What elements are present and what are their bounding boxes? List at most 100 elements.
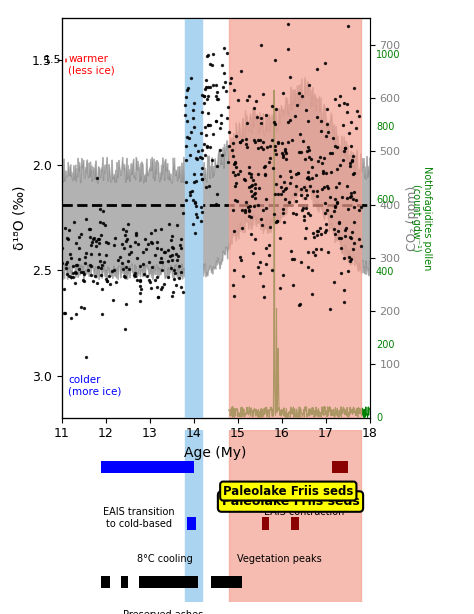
Point <box>261 169 268 179</box>
Point <box>308 265 316 275</box>
Point <box>292 169 300 179</box>
Point <box>341 231 348 241</box>
Point <box>350 84 358 93</box>
Point <box>305 172 312 182</box>
Point <box>89 276 96 286</box>
Point <box>277 189 284 199</box>
Point <box>196 152 204 161</box>
Point <box>62 309 69 319</box>
Point <box>304 142 311 152</box>
Point <box>302 185 310 195</box>
Point <box>161 247 168 257</box>
Point <box>279 88 287 98</box>
Point <box>306 181 314 191</box>
Point <box>256 268 264 278</box>
Point <box>192 201 200 211</box>
Point <box>343 193 351 203</box>
Point <box>301 154 309 164</box>
Point <box>314 186 321 196</box>
Point <box>336 91 344 101</box>
Point <box>100 219 107 228</box>
Point <box>212 117 219 126</box>
Point <box>64 233 71 243</box>
Point <box>296 88 303 98</box>
Point <box>75 243 83 252</box>
Point <box>297 257 305 267</box>
Point <box>327 192 334 202</box>
Point <box>335 177 343 187</box>
Point <box>248 180 256 190</box>
Point <box>277 284 284 293</box>
Point <box>153 237 161 247</box>
Point <box>231 157 239 167</box>
Point <box>148 262 155 272</box>
Point <box>159 257 166 266</box>
Point <box>323 181 330 191</box>
Point <box>320 153 328 163</box>
Point <box>111 233 118 243</box>
Point <box>189 186 196 196</box>
Point <box>219 150 226 160</box>
Point <box>209 80 217 90</box>
Point <box>284 19 292 29</box>
Point <box>347 233 355 243</box>
Text: 0: 0 <box>376 413 382 422</box>
Point <box>77 267 85 277</box>
Point <box>197 169 204 179</box>
Point <box>320 182 328 192</box>
Point <box>198 145 206 155</box>
Point <box>95 238 102 247</box>
Y-axis label: δ¹⁸O (‰): δ¹⁸O (‰) <box>12 185 27 251</box>
Point <box>331 229 338 239</box>
Point <box>173 255 181 265</box>
Point <box>82 214 90 224</box>
Point <box>295 147 303 157</box>
Point <box>212 116 219 126</box>
Point <box>284 138 292 147</box>
Point <box>283 183 290 193</box>
Point <box>166 251 173 261</box>
Point <box>210 130 217 139</box>
Point <box>311 250 319 260</box>
Point <box>153 273 161 282</box>
Point <box>230 138 237 148</box>
Point <box>337 243 345 253</box>
Point <box>126 241 134 251</box>
Point <box>203 94 211 104</box>
Point <box>122 236 130 246</box>
Point <box>279 204 286 214</box>
Point <box>345 252 353 262</box>
Point <box>136 261 144 271</box>
Point <box>219 82 227 92</box>
Point <box>322 225 330 235</box>
Point <box>261 161 269 171</box>
Point <box>236 166 244 176</box>
Point <box>314 226 322 236</box>
Point <box>102 236 109 246</box>
Point <box>81 252 88 262</box>
Point <box>281 195 289 204</box>
Point <box>120 243 128 253</box>
Point <box>317 223 324 233</box>
Point <box>152 250 159 260</box>
Point <box>131 268 139 278</box>
Point <box>247 173 255 182</box>
Point <box>263 203 270 213</box>
Point <box>122 300 130 309</box>
Point <box>344 266 352 276</box>
Point <box>254 200 262 209</box>
Point <box>174 251 182 261</box>
Point <box>194 146 202 155</box>
Point <box>82 249 90 258</box>
Point <box>223 113 231 123</box>
Point <box>346 141 354 151</box>
Point <box>189 219 197 229</box>
Point <box>137 284 145 294</box>
Point <box>72 260 80 270</box>
Point <box>109 266 116 276</box>
Point <box>133 253 141 263</box>
Point <box>327 211 335 220</box>
Point <box>182 92 190 102</box>
Point <box>279 208 287 218</box>
Point <box>305 167 312 177</box>
